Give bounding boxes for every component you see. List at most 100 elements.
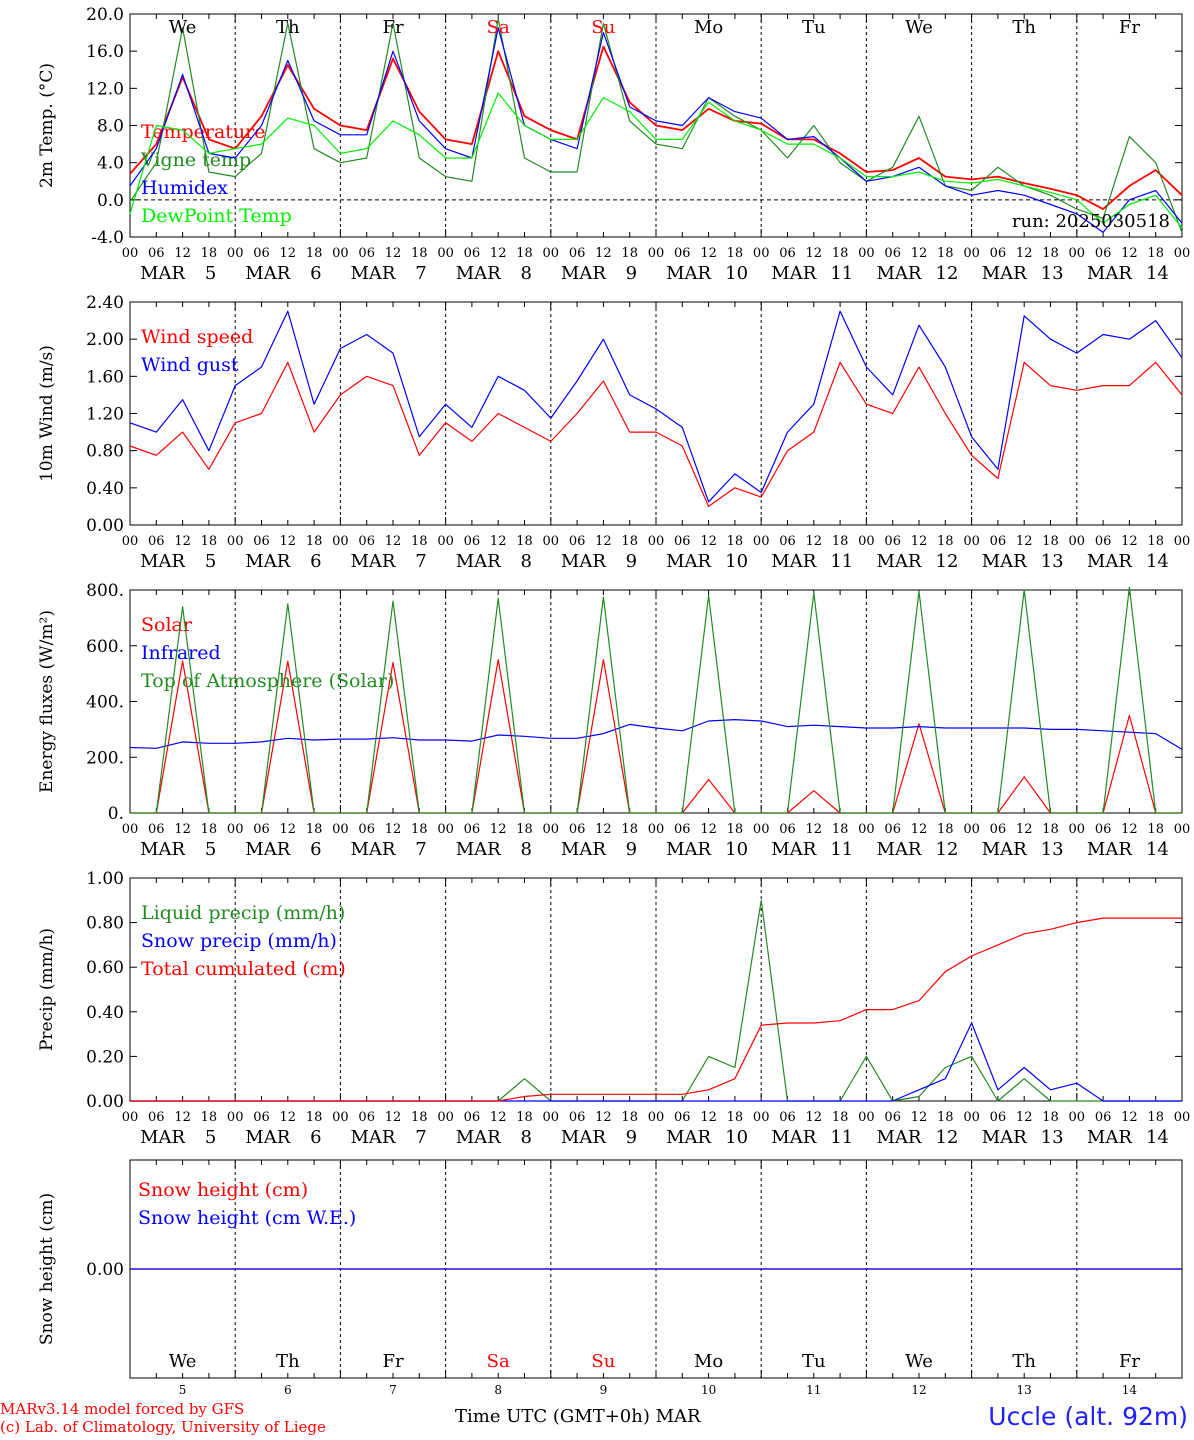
hour-label: 00 bbox=[437, 1110, 454, 1125]
hour-label: 12 bbox=[174, 534, 191, 549]
hour-label: 18 bbox=[937, 246, 954, 261]
series-line-total-cumulated-cm- bbox=[130, 917, 1182, 1102]
hour-label: 00 bbox=[858, 822, 875, 837]
hour-label: 00 bbox=[1174, 246, 1191, 261]
hour-label: 18 bbox=[1042, 1110, 1059, 1125]
hour-label: 18 bbox=[201, 1110, 218, 1125]
legend-entry: DewPoint Temp bbox=[141, 205, 292, 227]
month-label: MAR bbox=[982, 839, 1027, 860]
date-label: 12 bbox=[936, 1127, 959, 1148]
hour-label: 12 bbox=[1121, 534, 1138, 549]
hour-label: 00 bbox=[1069, 534, 1086, 549]
hour-label: 18 bbox=[621, 246, 638, 261]
legend-entry: Wind speed bbox=[141, 326, 253, 348]
month-label: MAR bbox=[666, 263, 711, 284]
month-label: MAR bbox=[245, 551, 290, 572]
hour-label: 12 bbox=[595, 534, 612, 549]
hour-label: 06 bbox=[779, 822, 796, 837]
date-label: 11 bbox=[830, 839, 853, 860]
series-line-temperature bbox=[129, 45, 1183, 211]
y-tick-label: 400. bbox=[86, 693, 124, 713]
hour-label: 06 bbox=[358, 534, 375, 549]
credit-line-1: MARv3.14 model forced by GFS bbox=[0, 1400, 245, 1418]
run-label: run: 2025030518 bbox=[1012, 211, 1170, 232]
hour-label: 12 bbox=[280, 822, 297, 837]
hour-label: 00 bbox=[648, 534, 665, 549]
date-label: 9 bbox=[600, 1383, 608, 1397]
hour-label: 00 bbox=[753, 1110, 770, 1125]
hour-label: 00 bbox=[858, 1110, 875, 1125]
y-tick-label: 1.60 bbox=[86, 367, 124, 387]
hour-label: 18 bbox=[306, 1110, 323, 1125]
hour-label: 00 bbox=[437, 246, 454, 261]
weekday-label: Mo bbox=[694, 17, 723, 38]
hour-label: 06 bbox=[464, 1110, 481, 1125]
hour-label: 06 bbox=[884, 1110, 901, 1125]
month-label: MAR bbox=[771, 839, 816, 860]
hour-label: 06 bbox=[779, 1110, 796, 1125]
weekday-label: Fr bbox=[382, 17, 403, 38]
hour-label: 18 bbox=[832, 1110, 849, 1125]
legend-entry: Snow height (cm W.E.) bbox=[138, 1207, 356, 1229]
date-label: 6 bbox=[310, 263, 321, 284]
hour-label: 12 bbox=[595, 246, 612, 261]
hour-label: 18 bbox=[516, 534, 533, 549]
hour-label: 00 bbox=[1174, 822, 1191, 837]
hour-label: 06 bbox=[569, 246, 586, 261]
weekday-label: Tu bbox=[802, 1351, 826, 1372]
month-label: MAR bbox=[666, 551, 711, 572]
y-tick-label: 1.00 bbox=[86, 869, 124, 889]
hour-label: 00 bbox=[543, 1110, 560, 1125]
hour-label: 00 bbox=[753, 246, 770, 261]
month-label: MAR bbox=[140, 1127, 185, 1148]
panel-2: 0.00 0.40 0.80 1.20 1.60 2.00 2.40 10m Wind (m/… bbox=[37, 293, 1190, 572]
date-label: 8 bbox=[520, 263, 531, 284]
weekday-label: Fr bbox=[1119, 17, 1140, 38]
month-label: MAR bbox=[140, 839, 185, 860]
hour-label: 18 bbox=[621, 1110, 638, 1125]
date-label: 10 bbox=[701, 1383, 716, 1397]
hour-label: 18 bbox=[1147, 1110, 1164, 1125]
hour-label: 12 bbox=[1016, 822, 1033, 837]
date-label: 5 bbox=[179, 1383, 187, 1397]
hour-label: 06 bbox=[674, 822, 691, 837]
month-label: MAR bbox=[245, 1127, 290, 1148]
month-label: MAR bbox=[561, 1127, 606, 1148]
series-line-top-of-atmosphere-solar- bbox=[130, 586, 1182, 814]
date-label: 12 bbox=[936, 839, 959, 860]
hour-label: 18 bbox=[201, 246, 218, 261]
hour-label: 06 bbox=[464, 822, 481, 837]
y-tick-label: 200. bbox=[86, 748, 124, 768]
hour-label: 18 bbox=[937, 1110, 954, 1125]
date-label: 11 bbox=[830, 263, 853, 284]
legend-entry: Wind gust bbox=[141, 354, 239, 376]
y-tick-label: 0.00 bbox=[86, 1260, 124, 1280]
month-label: MAR bbox=[877, 263, 922, 284]
hour-label: 12 bbox=[806, 1110, 823, 1125]
hour-label: 18 bbox=[1147, 822, 1164, 837]
hour-label: 12 bbox=[174, 246, 191, 261]
weekday-label: We bbox=[905, 1351, 933, 1372]
month-label: MAR bbox=[456, 551, 501, 572]
hour-label: 06 bbox=[253, 534, 270, 549]
hour-label: 00 bbox=[753, 822, 770, 837]
hour-label: 00 bbox=[858, 534, 875, 549]
hour-label: 00 bbox=[332, 246, 349, 261]
y-tick-label: -4.0 bbox=[91, 228, 124, 248]
weekday-label: Th bbox=[276, 17, 300, 38]
y-tick-label: 0. bbox=[108, 804, 124, 824]
y-tick-label: 0.80 bbox=[86, 914, 124, 934]
hour-label: 06 bbox=[1095, 534, 1112, 549]
hour-label: 00 bbox=[648, 246, 665, 261]
date-label: 5 bbox=[205, 1127, 216, 1148]
date-label: 13 bbox=[1041, 551, 1064, 572]
hour-label: 00 bbox=[1174, 1110, 1191, 1125]
hour-label: 00 bbox=[963, 1110, 980, 1125]
y-tick-label: 0.80 bbox=[86, 442, 124, 462]
weekday-label: Su bbox=[591, 17, 615, 38]
hour-label: 18 bbox=[727, 534, 744, 549]
series-line-vigne-temp bbox=[129, 18, 1183, 233]
hour-label: 12 bbox=[806, 822, 823, 837]
date-label: 6 bbox=[310, 839, 321, 860]
series-line-humidex bbox=[129, 27, 1183, 233]
